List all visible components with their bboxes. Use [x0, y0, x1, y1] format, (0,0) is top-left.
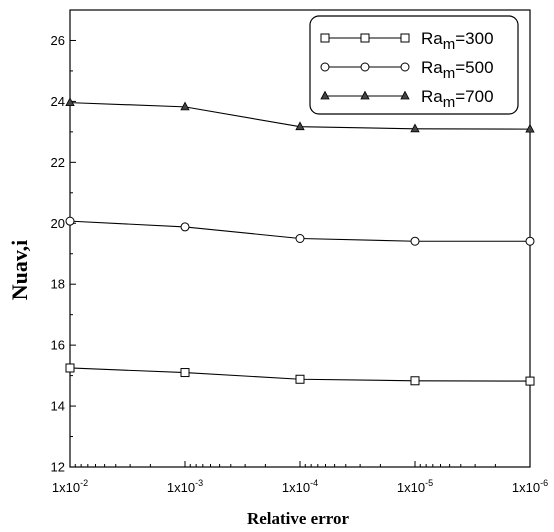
legend-marker — [360, 33, 370, 43]
y-tick-label: 24 — [51, 94, 65, 109]
legend-marker — [400, 62, 410, 72]
legend-label: Ram=500 — [421, 58, 494, 82]
data-point — [410, 123, 420, 133]
legend-label: Ram=700 — [421, 87, 494, 111]
data-point — [180, 368, 190, 378]
y-tick-label: 16 — [51, 338, 65, 353]
legend-marker — [320, 90, 330, 100]
legend-marker — [320, 33, 330, 43]
y-tick-label: 22 — [51, 155, 65, 170]
data-point — [295, 374, 305, 384]
legend-marker — [320, 62, 330, 72]
data-point — [65, 216, 75, 226]
legend-label: Ram=300 — [421, 29, 494, 53]
series-circle — [65, 216, 535, 246]
data-point — [65, 363, 75, 373]
y-tick-label: 18 — [51, 277, 65, 292]
y-tick-label: 12 — [51, 460, 65, 475]
series-triangle — [65, 97, 535, 133]
data-point — [65, 97, 75, 107]
data-point — [525, 236, 535, 246]
legend-item: Ram=500 — [320, 58, 494, 82]
data-point — [525, 123, 535, 133]
y-axis-title: Nuav,i — [7, 240, 32, 301]
data-point — [295, 234, 305, 243]
x-tick-label: 1x10-5 — [397, 478, 433, 495]
x-tick-label: 1x10-2 — [52, 478, 88, 495]
legend-item: Ram=300 — [320, 29, 494, 53]
y-tick-label: 26 — [51, 33, 65, 48]
ticks: 12 14 16 18 20 22 24 26 1x10-2 1x10-3 1x10-4 1x10-5… — [51, 33, 549, 495]
data-point — [525, 376, 535, 386]
legend-marker — [400, 33, 410, 43]
data-point — [180, 222, 190, 232]
series-layer — [65, 97, 535, 386]
x-tick-label: 1x10-3 — [167, 478, 203, 495]
y-tick-label: 14 — [51, 399, 65, 414]
legend-marker — [360, 90, 370, 100]
legend: Ram=300 Ram=500 Ram=700 — [309, 15, 519, 115]
data-point — [410, 376, 420, 386]
data-point — [180, 101, 190, 111]
legend-marker — [400, 90, 410, 100]
x-tick-label: 1x10-6 — [512, 478, 548, 495]
x-tick-label: 1x10-4 — [282, 478, 318, 495]
data-point — [410, 236, 420, 246]
legend-marker — [360, 62, 370, 72]
y-tick-label: 20 — [51, 216, 65, 231]
series-square — [65, 363, 535, 386]
legend-item: Ram=700 — [320, 87, 494, 111]
data-point — [295, 121, 305, 131]
x-axis-title: Relative error — [247, 509, 350, 528]
